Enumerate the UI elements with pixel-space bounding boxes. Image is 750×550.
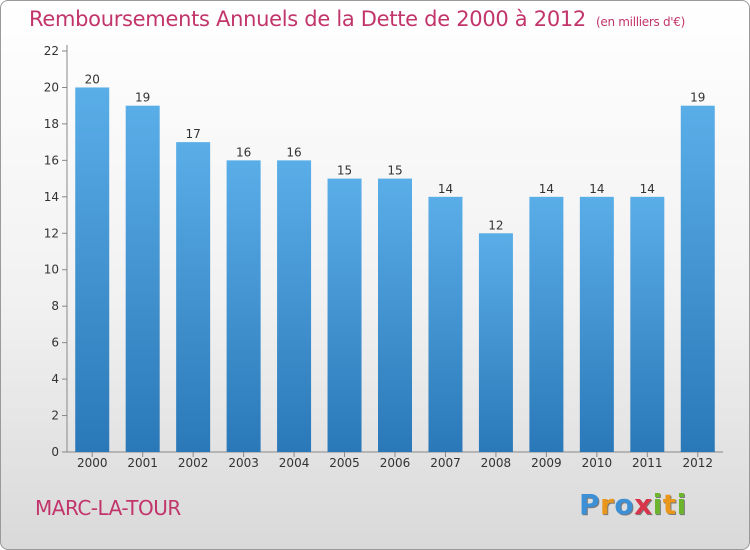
bar xyxy=(630,196,665,452)
x-tick-label: 2009 xyxy=(531,456,562,470)
chart-title: Remboursements Annuels de la Dette de 20… xyxy=(29,7,685,31)
bar xyxy=(378,178,412,452)
y-tick-label: 8 xyxy=(51,299,59,313)
data-label: 12 xyxy=(488,218,503,232)
x-tick-label: 2001 xyxy=(127,456,158,470)
data-label: 15 xyxy=(337,164,352,178)
y-tick-label: 16 xyxy=(44,153,59,167)
bar xyxy=(125,105,160,452)
y-tick-label: 20 xyxy=(44,80,59,94)
bar xyxy=(226,160,261,452)
bar xyxy=(579,196,614,452)
x-tick-label: 2004 xyxy=(279,456,310,470)
bar xyxy=(478,233,513,452)
x-tick-label: 2007 xyxy=(430,456,461,470)
y-tick-label: 14 xyxy=(44,190,59,204)
data-label: 14 xyxy=(589,182,604,196)
data-label: 19 xyxy=(690,91,705,105)
x-tick-label: 2010 xyxy=(582,456,613,470)
commune-name: MARC-LA-TOUR xyxy=(35,496,181,520)
x-tick-label: 2006 xyxy=(380,456,411,470)
data-label: 14 xyxy=(438,182,453,196)
y-tick-label: 4 xyxy=(51,372,59,386)
logo-letter: o xyxy=(614,488,635,521)
bar xyxy=(680,105,715,452)
logo-letter: i xyxy=(676,488,687,521)
title-text: Remboursements Annuels de la Dette de 20… xyxy=(29,7,586,31)
unit-note: (en milliers d'€) xyxy=(596,15,686,29)
x-tick-label: 2005 xyxy=(329,456,360,470)
y-tick-label: 18 xyxy=(44,117,59,131)
data-label: 16 xyxy=(286,145,301,159)
x-tick-label: 2012 xyxy=(682,456,713,470)
y-tick-label: 12 xyxy=(44,226,59,240)
data-label: 16 xyxy=(236,145,251,159)
data-label: 14 xyxy=(539,182,554,196)
x-tick-label: 2002 xyxy=(178,456,209,470)
data-label: 17 xyxy=(186,127,201,141)
data-label: 15 xyxy=(387,164,402,178)
y-tick-label: 6 xyxy=(51,336,59,350)
y-tick-label: 22 xyxy=(44,44,59,58)
logo-letter: i xyxy=(652,488,663,521)
logo-letter: x xyxy=(634,488,653,521)
bar xyxy=(428,196,463,452)
logo-letter: t xyxy=(662,488,677,521)
data-label: 14 xyxy=(640,182,655,196)
bar xyxy=(327,178,362,452)
y-tick-label: 0 xyxy=(51,445,59,459)
bar xyxy=(529,196,564,452)
bar xyxy=(176,142,211,453)
logo-letter: r xyxy=(600,488,615,521)
x-tick-label: 2011 xyxy=(632,456,663,470)
logo-letter: P xyxy=(579,488,601,521)
x-tick-label: 2008 xyxy=(481,456,512,470)
data-label: 20 xyxy=(85,72,100,86)
bar xyxy=(75,87,110,453)
bar xyxy=(277,160,312,452)
x-tick-label: 2003 xyxy=(228,456,259,470)
data-label: 19 xyxy=(135,91,150,105)
y-tick-label: 2 xyxy=(51,409,59,423)
y-tick-label: 10 xyxy=(44,263,59,277)
proxiti-logo: Proxiti xyxy=(579,488,687,521)
x-tick-label: 2000 xyxy=(77,456,108,470)
